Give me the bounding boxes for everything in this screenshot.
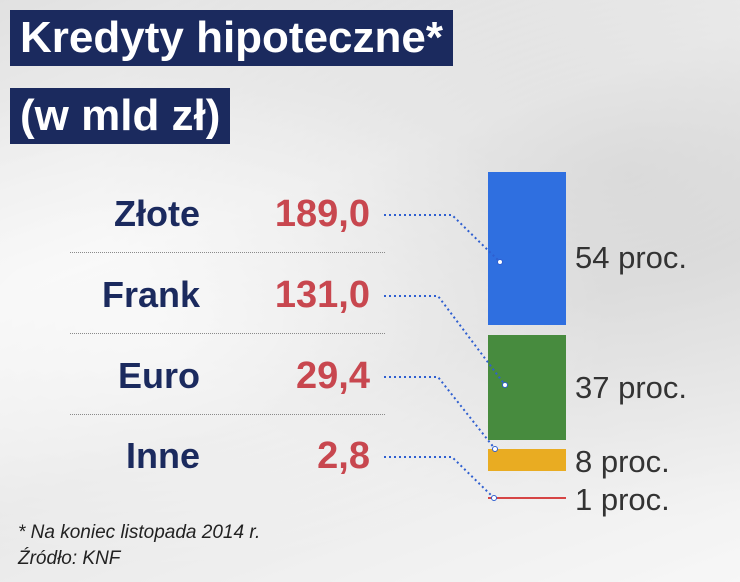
- connector-line: [384, 295, 506, 386]
- share-label: 54 proc.: [575, 240, 688, 275]
- value-label: 189,0: [274, 193, 370, 235]
- connector-line: [384, 456, 495, 499]
- value-label: 29,4: [296, 355, 370, 397]
- category-label: Złote: [114, 193, 200, 234]
- bar-segment-euro: [488, 449, 566, 471]
- share-label: 37 proc.: [575, 370, 688, 405]
- bar-segment-zlote: [488, 172, 566, 325]
- connector-dot: [497, 259, 503, 265]
- category-label: Euro: [117, 355, 200, 396]
- connector-dot: [502, 382, 508, 388]
- connector-dot: [491, 495, 497, 501]
- category-label: Frank: [101, 274, 200, 315]
- connector-line: [384, 214, 501, 263]
- connector-dot: [492, 446, 498, 452]
- value-label: 131,0: [274, 274, 370, 316]
- row-separator: [70, 333, 385, 334]
- source-note: Źródło: KNF: [18, 548, 121, 569]
- value-label: 2,8: [317, 435, 370, 477]
- share-label: 1 proc.: [575, 482, 670, 517]
- bar-segment-frank: [488, 335, 566, 440]
- row-separator: [70, 414, 385, 415]
- category-label: Inne: [125, 435, 200, 476]
- row-separator: [70, 252, 385, 253]
- footnote: * Na koniec listopada 2014 r.: [18, 522, 261, 543]
- chart-title-line-1: Kredyty hipoteczne*: [10, 10, 453, 66]
- chart-title-line-2: (w mld zł): [10, 88, 231, 144]
- connector-line: [384, 376, 496, 450]
- bar-segments: [488, 172, 566, 499]
- share-label: 8 proc.: [575, 444, 670, 479]
- connector-lines: [384, 214, 508, 501]
